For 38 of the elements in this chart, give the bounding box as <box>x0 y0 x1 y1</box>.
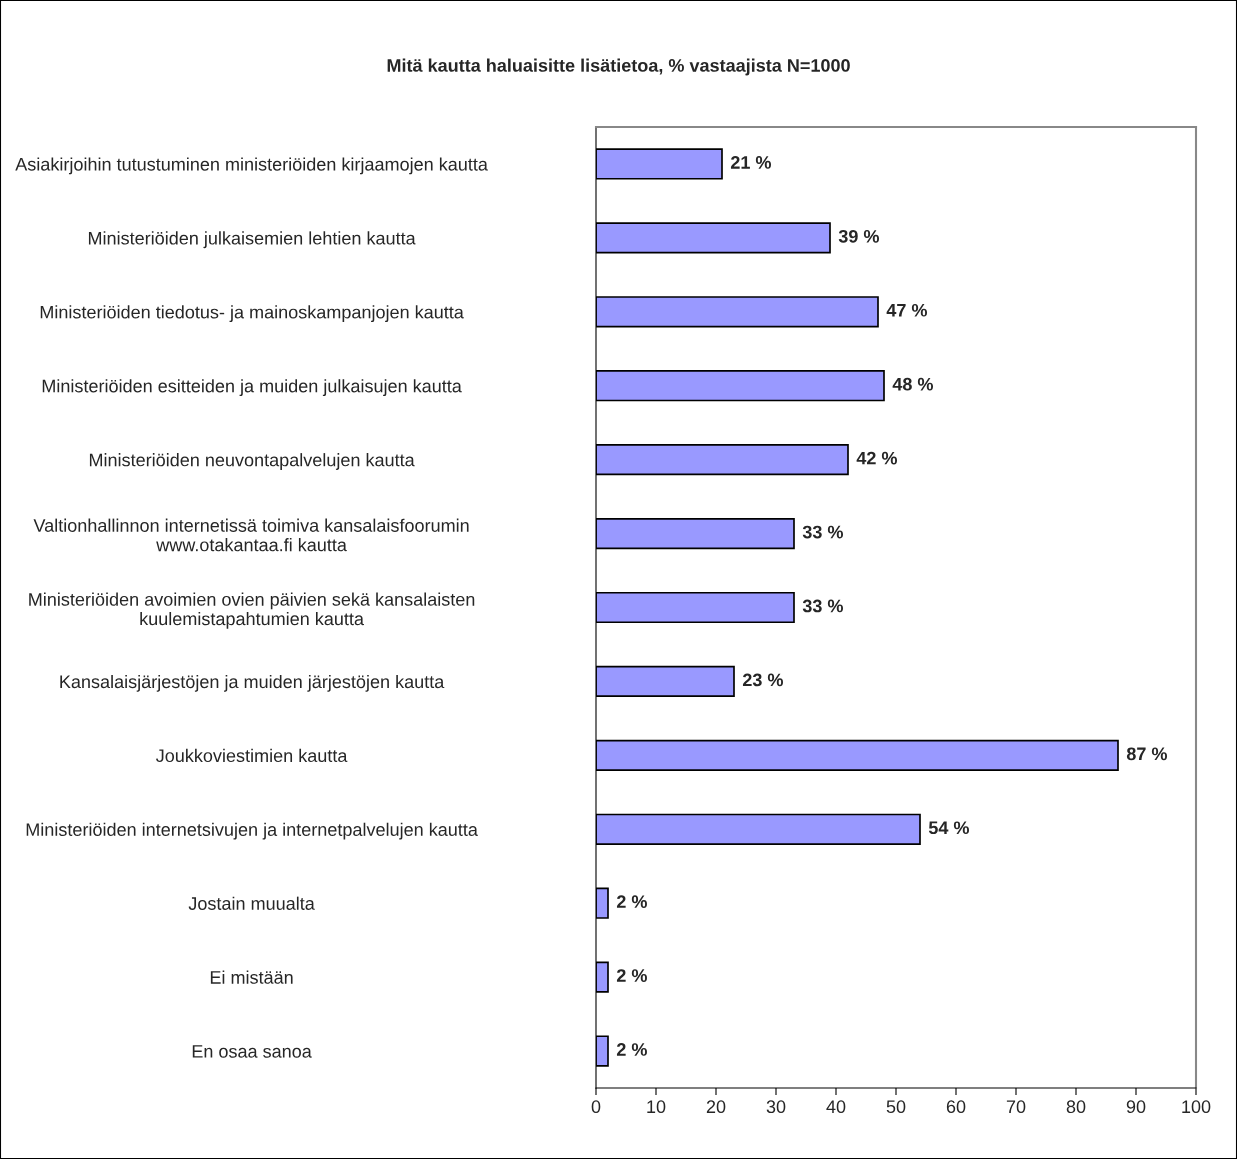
data-label: 2 % <box>616 1043 647 1056</box>
x-tick-label: 70 <box>1006 1100 1026 1114</box>
data-label: 39 % <box>838 229 880 243</box>
y-tick-label: En osaa sanoa <box>192 1045 312 1058</box>
data-label: 48 % <box>892 377 934 391</box>
y-tick-label: Asiakirjoihin tutustuminen ministeriöiden kirjaamojen kautta <box>15 157 488 175</box>
x-tick-label: 20 <box>706 1100 726 1114</box>
y-tick-label: Valtionhallinnon internetissä toimiva kansalaisfoorumin www.otakantaa.fi kautta <box>33 518 469 552</box>
y-tick-label: Ministeriöiden tiedotus- ja mainoskampanjojen kautta <box>40 305 464 323</box>
y-tick-label: Ei mistään <box>210 970 293 984</box>
data-label: 33 % <box>802 599 844 613</box>
y-tick-label: Ministeriöiden avoimien ovien päivien sekä kansalaisten kuulemistapahtumien kautta <box>29 592 475 629</box>
x-tick-label: 30 <box>766 1100 786 1114</box>
y-tick-label: Joukkoviestimien kautta <box>156 748 348 763</box>
y-tick-label: Ministeriöiden esitteiden ja muiden julkaisujen kautta <box>42 379 462 397</box>
data-label: 47 % <box>886 303 928 317</box>
data-label: 33 % <box>802 525 844 539</box>
y-tick-label: Ministeriöiden julkaisemien lehtien kautta <box>88 231 416 249</box>
x-tick-label: 100 <box>1182 1100 1211 1114</box>
data-label: 54 % <box>928 821 970 835</box>
chart-title: Mitä kautta haluaisitte lisätietoa, % vastaajista N=1000 <box>387 58 850 76</box>
x-tick-label: 10 <box>647 1100 666 1114</box>
data-label: 42 % <box>856 451 898 465</box>
x-tick-label: 80 <box>1066 1100 1086 1114</box>
data-label: 2 % <box>616 969 647 982</box>
data-label: 23 % <box>742 673 784 687</box>
x-tick-label: 0 <box>591 1100 601 1114</box>
y-tick-label: Kansalaisjärjestöjen ja muiden järjestöjen kautta <box>60 674 445 692</box>
x-tick-label: 40 <box>826 1100 846 1114</box>
y-tick-label: Ministeriöiden internetsivujen ja internetpalvelujen kautta <box>26 822 478 840</box>
x-tick-label: 50 <box>886 1100 906 1114</box>
x-tick-label: 60 <box>946 1100 966 1114</box>
y-tick-label: Ministeriöiden neuvontapalvelujen kautta <box>89 453 415 470</box>
data-label: 87 % <box>1126 747 1168 761</box>
x-tick-label: 90 <box>1126 1100 1146 1114</box>
y-tick-label: Jostain muualta <box>188 896 315 910</box>
data-label: 21 % <box>730 156 772 169</box>
data-label: 2 % <box>616 895 647 908</box>
